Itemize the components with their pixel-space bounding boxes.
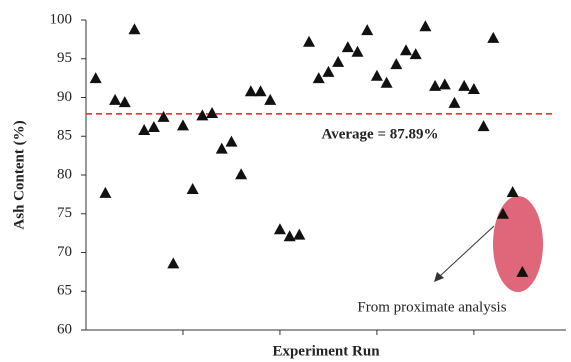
point (147, 120, 160, 132)
x-axis-title: Experiment Run (272, 343, 380, 359)
point (390, 58, 403, 70)
point (196, 109, 209, 121)
point (477, 120, 490, 132)
point (370, 69, 383, 81)
point (332, 55, 345, 67)
point (322, 65, 335, 77)
annotation-arrow (439, 225, 495, 277)
point (128, 23, 141, 35)
point (429, 79, 442, 91)
point (506, 186, 519, 198)
point (244, 85, 257, 97)
arrow-head (434, 272, 444, 282)
point (341, 41, 354, 53)
point (225, 135, 238, 147)
y-tick-label: 75 (57, 205, 72, 221)
y-tick-label: 85 (57, 128, 72, 144)
point (99, 186, 112, 198)
annotation: From proximate analysis (357, 299, 506, 315)
point (206, 107, 219, 118)
y-tick-label: 100 (50, 11, 73, 27)
point (312, 72, 325, 84)
y-tick-label: 95 (57, 50, 72, 66)
point (467, 82, 480, 94)
point (380, 76, 393, 88)
point (254, 85, 267, 97)
point (438, 78, 451, 90)
point (448, 96, 461, 108)
y-tick-label: 70 (57, 244, 72, 260)
point (283, 230, 296, 242)
point (167, 257, 180, 269)
y-tick-label: 80 (57, 166, 72, 182)
point (409, 48, 422, 60)
point (303, 35, 316, 47)
point (176, 119, 189, 131)
point (496, 207, 509, 219)
point (516, 265, 529, 277)
point (419, 20, 432, 32)
point (351, 45, 364, 57)
point (118, 96, 131, 108)
point (109, 93, 122, 105)
point (157, 110, 170, 122)
y-tick-label: 60 (57, 321, 72, 337)
point (215, 142, 228, 154)
point (458, 79, 471, 91)
point (186, 182, 199, 194)
y-tick-label: 65 (57, 283, 72, 299)
point (487, 31, 500, 43)
average-label: Average = 87.89% (322, 126, 439, 142)
point (293, 228, 306, 240)
point (361, 24, 374, 36)
point (400, 44, 412, 56)
y-tick-label: 90 (57, 89, 72, 105)
point (138, 124, 151, 136)
highlight-ellipse (493, 196, 543, 292)
y-axis-title: Ash Content (%) (11, 120, 27, 229)
point (273, 223, 286, 235)
point (264, 93, 277, 105)
point (89, 72, 102, 84)
point (235, 168, 248, 180)
